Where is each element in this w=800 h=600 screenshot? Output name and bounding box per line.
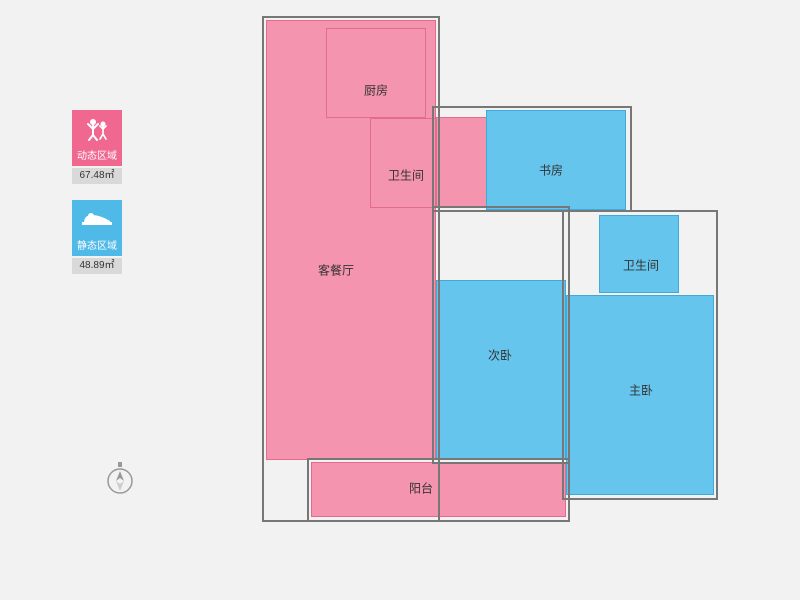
legend-dynamic: 动态区域 67.48㎡ [72, 110, 122, 184]
legend-static: 静态区域 48.89㎡ [72, 200, 122, 274]
room-bath2 [599, 215, 679, 293]
canvas: 动态区域 67.48㎡ 静态区域 48.89㎡ 客餐厅厨房卫生间书房卫生间次卧主… [0, 0, 800, 600]
legend-static-label: 静态区域 [72, 238, 122, 256]
room-study [486, 110, 626, 210]
compass-icon [105, 460, 135, 501]
room-label-second: 次卧 [488, 347, 512, 364]
room-kitchen [326, 28, 426, 118]
room-second [436, 280, 566, 460]
legend-dynamic-label: 动态区域 [72, 148, 122, 166]
sleep-icon [72, 200, 122, 238]
room-label-kitchen: 厨房 [364, 82, 388, 99]
room-bath1 [370, 118, 436, 208]
room-label-study: 书房 [539, 162, 563, 179]
floorplan: 客餐厅厨房卫生间书房卫生间次卧主卧阳台 [266, 20, 746, 580]
room-label-bath1: 卫生间 [388, 167, 424, 184]
room-label-living: 客餐厅 [318, 262, 354, 279]
room-label-bath2: 卫生间 [623, 257, 659, 274]
room-balcony [311, 462, 566, 517]
room-label-balcony: 阳台 [409, 480, 433, 497]
room-label-master: 主卧 [629, 382, 653, 399]
legend-dynamic-value: 67.48㎡ [72, 168, 122, 184]
legend-static-value: 48.89㎡ [72, 258, 122, 274]
people-icon [72, 110, 122, 148]
